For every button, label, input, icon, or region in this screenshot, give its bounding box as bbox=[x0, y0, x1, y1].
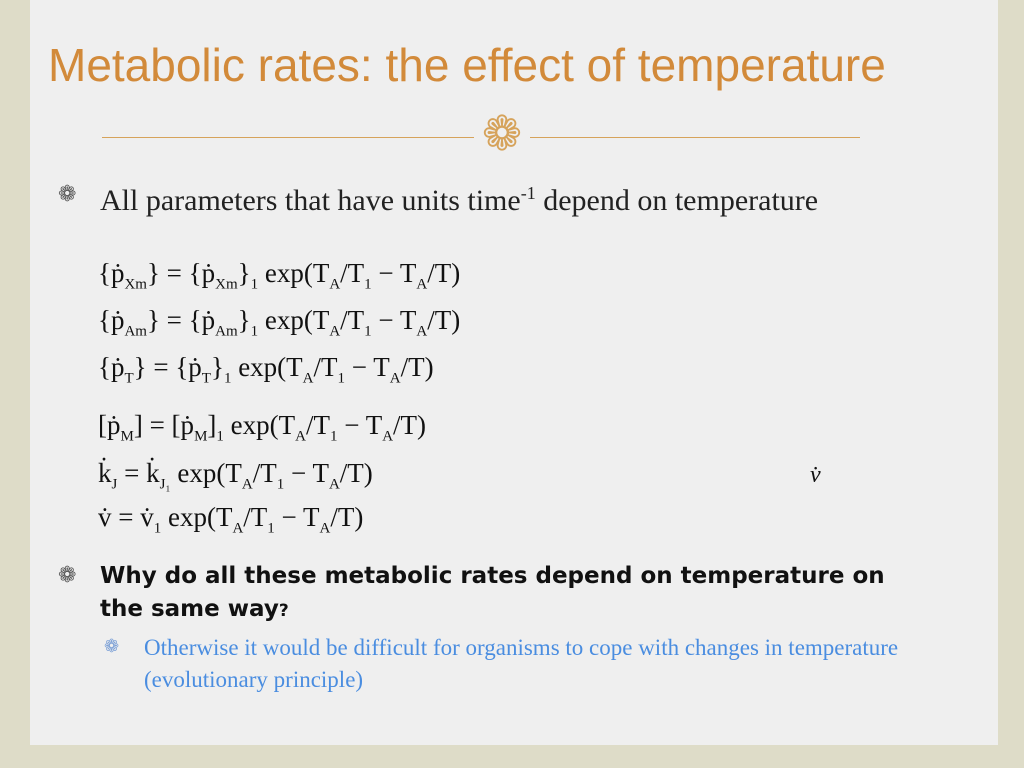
slide: Metabolic rates: the effect of temperatu… bbox=[30, 0, 998, 745]
stray-v-dot-symbol: v̇ bbox=[810, 462, 821, 488]
equation-p-t: {ṗT} = {ṗT}1 exp(TA/T1 − TA/T) bbox=[98, 352, 434, 387]
question-text: Why do all these metabolic rates depend … bbox=[100, 563, 885, 622]
equation-v: v̇ = v̇1 exp(TA/T1 − TA/T) bbox=[98, 502, 364, 537]
equation-p-xm: {ṗXm} = {ṗXm}1 exp(TA/T1 − TA/T) bbox=[98, 258, 461, 293]
equation-k-j: k̇J = k̇J₁ exp(TA/T1 − TA/T) bbox=[98, 458, 373, 493]
curl-subbullet-icon: ❁ bbox=[104, 636, 120, 656]
curl-bullet-icon: ❁ bbox=[58, 562, 77, 587]
equation-p-am: {ṗAm} = {ṗAm}1 exp(TA/T1 − TA/T) bbox=[98, 305, 461, 340]
bullet-parameters-text: All parameters that have units time-1 de… bbox=[100, 183, 819, 217]
curl-bullet-icon: ❁ bbox=[58, 181, 77, 206]
equation-p-m: [ṗM] = [ṗM]1 exp(TA/T1 − TA/T) bbox=[98, 410, 427, 445]
answer-text: Otherwise it would be difficult for orga… bbox=[144, 635, 899, 692]
slide-title: Metabolic rates: the effect of temperatu… bbox=[48, 39, 886, 91]
divider-right bbox=[530, 137, 860, 138]
curl-ornament-icon: ❁ bbox=[481, 108, 523, 161]
divider-left bbox=[102, 137, 474, 138]
